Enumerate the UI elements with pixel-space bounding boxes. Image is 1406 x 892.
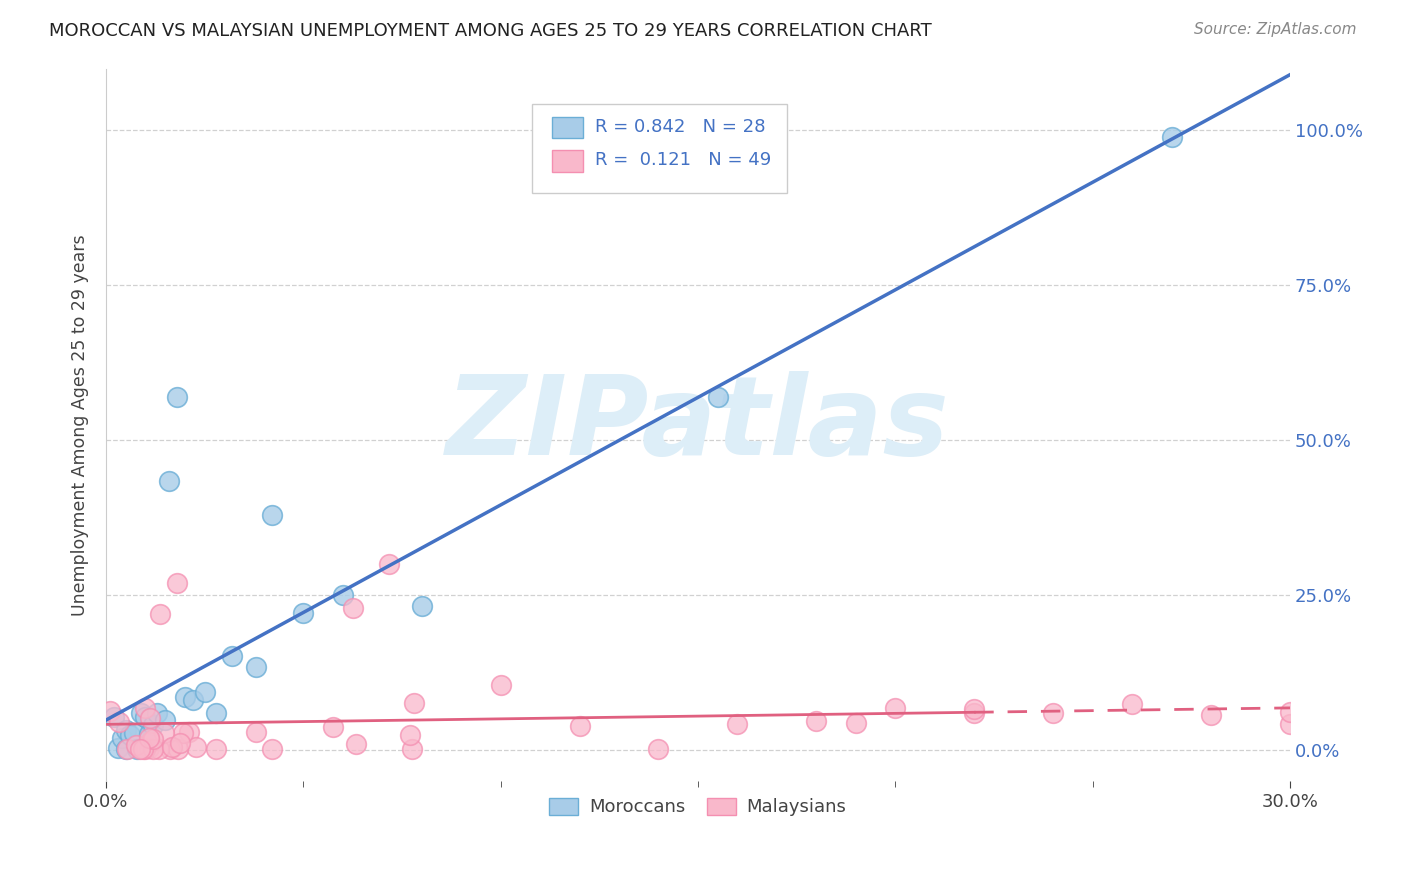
Point — [292, 607, 315, 621]
Legend: Moroccans, Malaysians: Moroccans, Malaysians — [540, 789, 856, 825]
Point — [963, 702, 986, 716]
Point — [114, 741, 136, 756]
Point — [1279, 717, 1302, 731]
Point — [167, 742, 190, 756]
Point — [114, 723, 136, 738]
Point — [1121, 697, 1143, 711]
Point — [127, 741, 149, 756]
Point — [132, 742, 155, 756]
Text: R =  0.121   N = 49: R = 0.121 N = 49 — [595, 152, 772, 169]
Point — [1199, 707, 1222, 722]
Point — [725, 717, 748, 731]
Y-axis label: Unemployment Among Ages 25 to 29 years: Unemployment Among Ages 25 to 29 years — [72, 234, 89, 615]
Point — [378, 557, 401, 571]
Point — [205, 706, 228, 721]
Point — [169, 737, 191, 751]
Point — [884, 700, 907, 714]
Point — [245, 724, 267, 739]
Point — [107, 741, 129, 756]
Point — [122, 725, 145, 739]
Point — [107, 714, 129, 729]
Point — [139, 711, 162, 725]
Point — [142, 742, 165, 756]
Point — [142, 718, 165, 732]
Point — [139, 734, 162, 748]
Point — [153, 725, 176, 739]
Point — [166, 390, 188, 404]
Text: Source: ZipAtlas.com: Source: ZipAtlas.com — [1194, 22, 1357, 37]
Point — [332, 588, 354, 602]
Point — [159, 742, 181, 756]
Point — [194, 684, 217, 698]
Point — [184, 739, 207, 754]
Text: ZIPatlas: ZIPatlas — [446, 371, 950, 478]
Point — [647, 742, 669, 756]
Point — [181, 693, 204, 707]
Point — [245, 660, 267, 674]
Point — [342, 600, 364, 615]
Point — [138, 741, 160, 756]
Text: R = 0.842   N = 28: R = 0.842 N = 28 — [595, 118, 765, 136]
Point — [142, 732, 165, 747]
Point — [134, 700, 156, 714]
Point — [172, 726, 194, 740]
Point — [131, 706, 153, 720]
Point — [166, 575, 188, 590]
Point — [568, 719, 591, 733]
Point — [260, 742, 283, 756]
FancyBboxPatch shape — [553, 151, 583, 172]
Point — [98, 704, 121, 718]
Point — [260, 508, 283, 522]
Point — [489, 678, 512, 692]
FancyBboxPatch shape — [553, 117, 583, 138]
Point — [205, 742, 228, 756]
Point — [138, 727, 160, 741]
Point — [322, 721, 344, 735]
Point — [398, 728, 420, 742]
Point — [179, 725, 201, 739]
Point — [148, 742, 170, 756]
Point — [411, 599, 433, 613]
Point — [401, 742, 423, 756]
Point — [344, 737, 367, 751]
Point — [153, 714, 176, 728]
Point — [221, 648, 243, 663]
Point — [103, 709, 125, 723]
Point — [806, 714, 828, 729]
Point — [173, 690, 195, 705]
Point — [845, 715, 868, 730]
Point — [138, 731, 160, 746]
Point — [1042, 706, 1064, 720]
Point — [1160, 129, 1182, 144]
Point — [111, 731, 134, 746]
Point — [115, 742, 138, 756]
Point — [160, 739, 183, 754]
Point — [134, 742, 156, 756]
Point — [128, 742, 150, 756]
Point — [1279, 705, 1302, 719]
Point — [963, 706, 986, 720]
Point — [148, 607, 170, 621]
FancyBboxPatch shape — [533, 104, 787, 194]
Point — [118, 728, 141, 742]
Text: MOROCCAN VS MALAYSIAN UNEMPLOYMENT AMONG AGES 25 TO 29 YEARS CORRELATION CHART: MOROCCAN VS MALAYSIAN UNEMPLOYMENT AMONG… — [49, 22, 932, 40]
Point — [157, 474, 180, 488]
Point — [146, 706, 169, 720]
Point — [125, 738, 148, 752]
Point — [402, 696, 425, 710]
Point — [706, 390, 728, 404]
Point — [134, 710, 156, 724]
